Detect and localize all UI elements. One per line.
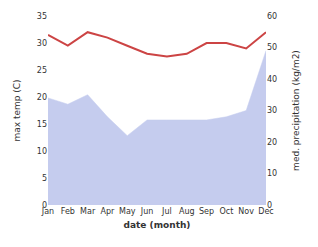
svg-text:May: May (119, 207, 136, 216)
svg-text:20: 20 (267, 138, 277, 147)
svg-text:5: 5 (42, 174, 47, 183)
svg-text:Jul: Jul (161, 207, 172, 216)
svg-text:Feb: Feb (61, 207, 75, 216)
svg-text:40: 40 (267, 75, 277, 84)
svg-text:Sep: Sep (199, 207, 214, 216)
svg-text:Oct: Oct (219, 207, 233, 216)
svg-text:Apr: Apr (101, 207, 116, 216)
svg-text:0: 0 (267, 201, 272, 210)
svg-text:Jan: Jan (41, 207, 54, 216)
svg-text:60: 60 (267, 12, 277, 21)
svg-text:Nov: Nov (238, 207, 254, 216)
svg-text:30: 30 (267, 106, 277, 115)
svg-text:max temp (C): max temp (C) (12, 79, 22, 141)
svg-text:Jun: Jun (140, 207, 154, 216)
svg-text:15: 15 (37, 120, 47, 129)
svg-text:0: 0 (42, 201, 47, 210)
svg-text:30: 30 (37, 39, 47, 48)
svg-text:10: 10 (37, 147, 47, 156)
svg-text:20: 20 (37, 93, 47, 102)
svg-text:25: 25 (37, 66, 47, 75)
svg-text:10: 10 (267, 169, 277, 178)
svg-text:Mar: Mar (80, 207, 96, 216)
svg-text:date (month): date (month) (124, 220, 191, 230)
svg-text:50: 50 (267, 43, 277, 52)
svg-text:35: 35 (37, 12, 47, 21)
svg-text:med. precipitation (kg/m2): med. precipitation (kg/m2) (291, 50, 301, 171)
svg-text:Aug: Aug (179, 207, 195, 216)
svg-text:Dec: Dec (258, 207, 273, 216)
